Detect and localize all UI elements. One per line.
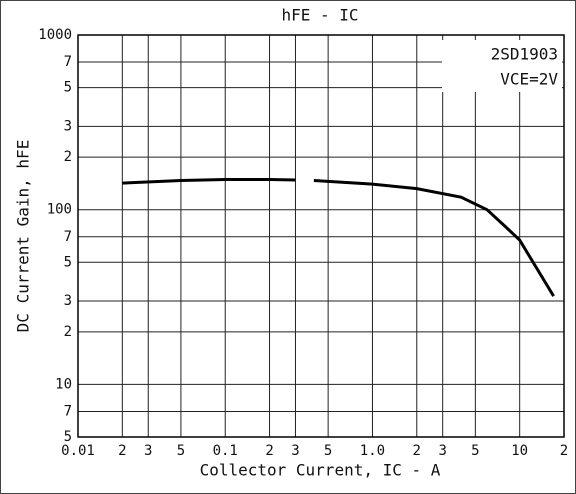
x-tick-label: 2 — [560, 443, 568, 459]
x-tick-label: 3 — [291, 443, 299, 459]
annotation: 2SD1903 — [491, 45, 558, 64]
x-axis-label: Collector Current, IC - A — [200, 461, 441, 480]
y-tick-label: 3 — [64, 118, 72, 134]
y-tick-label: 5 — [64, 80, 72, 96]
plot-border — [77, 34, 565, 438]
y-tick-label: 10 — [55, 376, 72, 392]
y-tick-label: 7 — [64, 229, 72, 245]
annotation: VCE=2V — [500, 70, 558, 89]
x-tick-label: 2 — [265, 443, 273, 459]
x-tick-label: 5 — [324, 443, 332, 459]
chart-title: hFE - IC — [281, 6, 358, 25]
annotation-box — [442, 40, 562, 92]
y-axis-label: DC Current Gain, hFE — [14, 140, 33, 333]
y-tick-label: 2 — [64, 149, 72, 165]
x-tick-label: 2 — [413, 443, 421, 459]
y-tick-label: 100 — [47, 202, 72, 218]
y-tick-label: 7 — [64, 54, 72, 70]
x-tick-label: 0.01 — [61, 443, 95, 459]
y-tick-label: 2 — [64, 324, 72, 340]
data-line — [122, 177, 555, 297]
x-tick-label: 5 — [471, 443, 479, 459]
y-tick-label: 5 — [64, 254, 72, 270]
x-tick-label: 3 — [144, 443, 152, 459]
x-tick-label: 10 — [511, 443, 528, 459]
x-tick-label: 2 — [118, 443, 126, 459]
y-tick-label: 3 — [64, 293, 72, 309]
y-tick-label: 7 — [64, 403, 72, 419]
y-tick-label: 1000 — [38, 27, 72, 43]
x-tick-label: 0.1 — [213, 443, 238, 459]
y-tick-label: 5 — [64, 429, 72, 445]
x-tick-label: 1.0 — [360, 443, 385, 459]
x-tick-label: 3 — [438, 443, 446, 459]
x-tick-label: 5 — [177, 443, 185, 459]
